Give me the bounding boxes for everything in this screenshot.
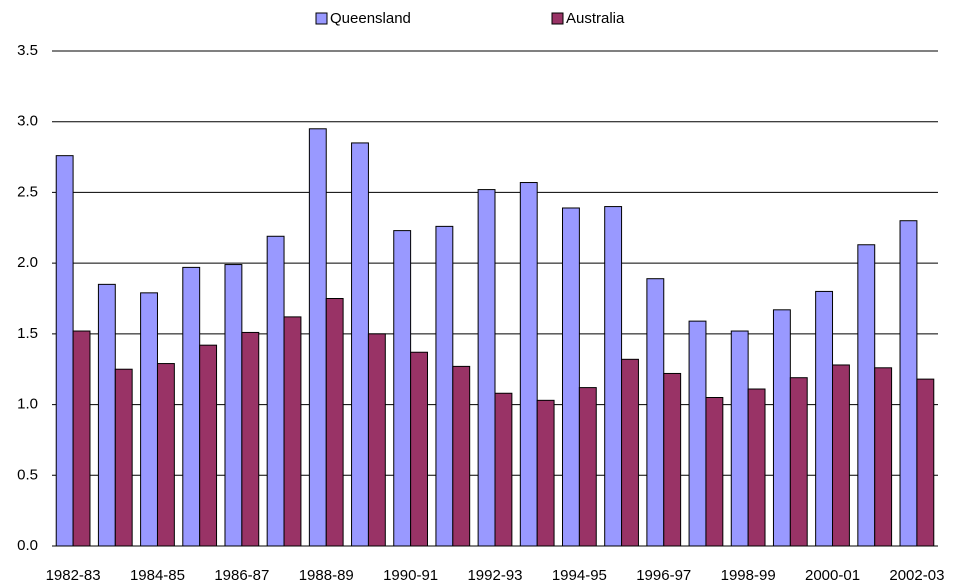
legend-label: Queensland — [330, 10, 411, 27]
bar — [367, 333, 386, 547]
bar — [916, 378, 935, 547]
bar — [97, 283, 116, 547]
y-tick-label: 3.0 — [17, 113, 38, 130]
bar — [874, 367, 893, 547]
y-tick-label: 0.5 — [17, 466, 38, 483]
bar — [730, 330, 749, 547]
x-tick-label: 1982-83 — [46, 567, 101, 584]
bar — [308, 128, 327, 547]
bar — [199, 344, 218, 547]
x-tick-label: 2000-01 — [805, 567, 860, 584]
bar — [72, 330, 91, 547]
y-tick-label: 3.5 — [17, 42, 38, 59]
bar — [663, 372, 682, 547]
bar — [646, 278, 665, 547]
y-tick-label: 0.0 — [17, 537, 38, 554]
bar — [325, 298, 344, 547]
bar — [772, 309, 791, 547]
bar — [114, 368, 133, 547]
x-tick-label: 1992-93 — [467, 567, 522, 584]
bar — [393, 230, 412, 547]
bar — [621, 358, 639, 547]
x-tick-label: 1984-85 — [130, 567, 185, 584]
bar — [410, 351, 428, 547]
bar — [705, 397, 724, 547]
bar — [452, 365, 471, 547]
legend-swatch — [315, 12, 328, 25]
y-tick-label: 2.5 — [17, 183, 38, 200]
bar — [477, 189, 496, 547]
bar — [562, 207, 580, 547]
bar — [266, 235, 285, 547]
x-tick-label: 1986-87 — [214, 567, 269, 584]
bar — [494, 392, 513, 547]
bar — [536, 399, 555, 547]
bar — [857, 244, 876, 547]
bar — [241, 331, 260, 547]
bar — [156, 363, 175, 547]
y-tick-label: 2.0 — [17, 254, 38, 271]
legend-swatch — [551, 12, 564, 25]
x-tick-label: 1994-95 — [552, 567, 607, 584]
bar — [832, 364, 850, 547]
bar — [283, 316, 302, 547]
x-tick-label: 1990-91 — [383, 567, 438, 584]
legend-label: Australia — [566, 10, 625, 27]
bar — [789, 377, 808, 547]
bar — [140, 292, 158, 547]
x-tick-label: 1998-99 — [721, 567, 776, 584]
bar — [747, 388, 766, 547]
bar — [899, 220, 918, 547]
x-tick-label: 1996-97 — [636, 567, 691, 584]
bar — [182, 266, 201, 547]
bar — [578, 387, 597, 547]
x-tick-label: 1988-89 — [299, 567, 354, 584]
bar — [435, 225, 454, 547]
bar — [55, 155, 74, 547]
y-tick-label: 1.0 — [17, 396, 38, 413]
bar — [688, 320, 707, 547]
bar — [351, 142, 369, 547]
bar — [604, 206, 623, 547]
bar — [815, 290, 834, 547]
bar — [519, 182, 538, 547]
y-tick-label: 1.5 — [17, 325, 38, 342]
x-tick-label: 2002-03 — [889, 567, 944, 584]
bar — [224, 264, 243, 547]
